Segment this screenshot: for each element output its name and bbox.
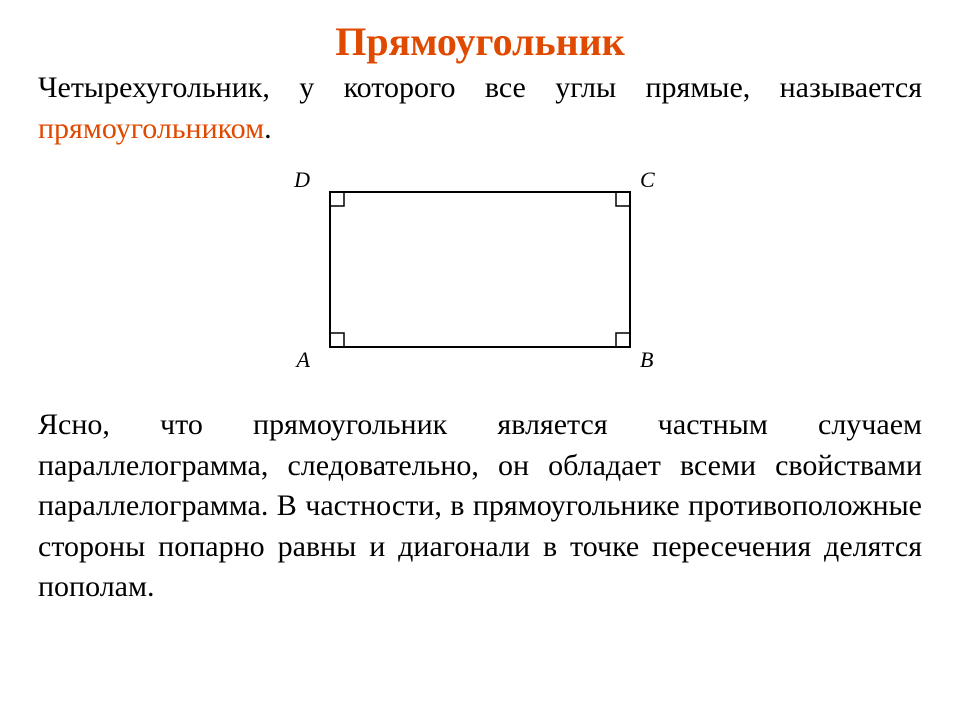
definition-text-after: . bbox=[264, 112, 272, 145]
svg-text:C: C bbox=[640, 167, 655, 192]
definition-highlight: прямоугольником bbox=[38, 112, 264, 145]
svg-text:A: A bbox=[295, 347, 311, 372]
definition-paragraph: Четырехугольник, у которого все углы пря… bbox=[38, 68, 922, 149]
rectangle-figure: D C A B bbox=[270, 157, 690, 387]
figure-container: D C A B bbox=[38, 157, 922, 387]
slide-page: Прямоугольник Четырехугольник, у которог… bbox=[0, 0, 960, 720]
explanation-paragraph: Ясно, что прямоугольник является частным… bbox=[38, 405, 922, 608]
definition-text-before: Четырехугольник, у которого все углы пря… bbox=[38, 71, 922, 104]
svg-text:D: D bbox=[293, 167, 310, 192]
svg-text:B: B bbox=[640, 347, 653, 372]
page-title: Прямоугольник bbox=[38, 20, 922, 64]
